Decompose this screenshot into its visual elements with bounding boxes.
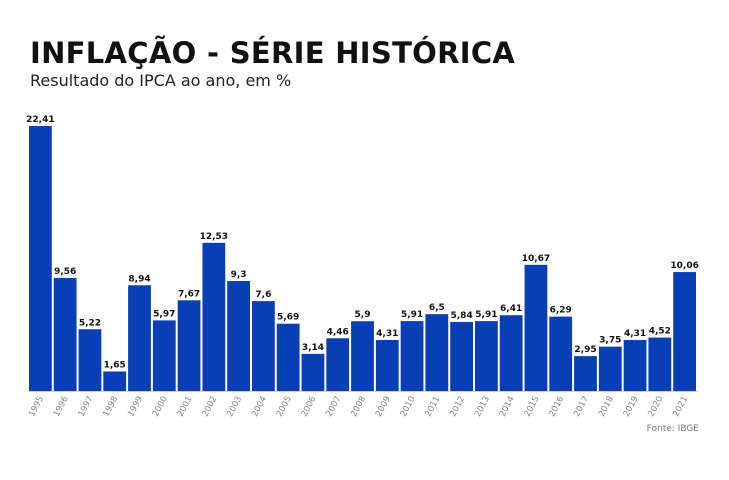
bar-2018 (598, 346, 622, 391)
bar-2007 (326, 338, 350, 391)
chart-title: INFLAÇÃO - SÉRIE HISTÓRICA (30, 36, 516, 70)
value-label-1996: 9,56 (54, 267, 76, 277)
x-tick-label-2015: 2015 (523, 395, 542, 419)
bar-2011 (425, 314, 449, 391)
bar-2017 (574, 356, 597, 391)
x-tick-label-2011: 2011 (423, 395, 442, 419)
value-label-2021: 10,06 (670, 261, 698, 271)
value-label-2007: 4,46 (327, 327, 349, 337)
bar-2003 (227, 281, 250, 391)
x-tick-label-2018: 2018 (597, 395, 616, 419)
value-label-2005: 5,69 (277, 313, 299, 323)
x-tick-label-2003: 2003 (225, 395, 244, 419)
bar-2001 (177, 300, 201, 391)
x-tick-label-2001: 2001 (176, 395, 195, 419)
value-label-2008: 5,9 (355, 310, 371, 320)
bar-2002 (202, 242, 226, 391)
value-label-2006: 3,14 (302, 343, 324, 353)
bar-1995 (29, 126, 52, 391)
x-tick-label-2005: 2005 (275, 395, 294, 419)
x-tick-label-2014: 2014 (498, 395, 517, 419)
value-label-2016: 6,29 (550, 306, 572, 316)
x-tick-label-2013: 2013 (473, 395, 492, 419)
value-label-2010: 5,91 (401, 310, 423, 320)
value-label-1997: 5,22 (79, 318, 101, 328)
x-tick-label-1996: 1996 (52, 395, 71, 419)
chart-subtitle: Resultado do IPCA ao ano, em % (30, 71, 292, 90)
x-tick-label-2021: 2021 (671, 395, 690, 419)
bars-group (29, 126, 696, 391)
value-label-2003: 9,3 (231, 270, 247, 280)
bar-1997 (78, 329, 102, 391)
bar-2021 (673, 272, 696, 391)
value-label-2015: 10,67 (522, 254, 550, 264)
source-note: Fonte: IBGE (646, 424, 699, 434)
bar-2004 (252, 301, 275, 391)
value-label-2017: 2,95 (574, 345, 596, 355)
value-label-2004: 7,6 (255, 290, 271, 300)
value-label-2014: 6,41 (500, 304, 522, 314)
bar-2008 (351, 321, 374, 391)
bar-2015 (524, 264, 548, 391)
value-label-1999: 8,94 (128, 274, 150, 284)
bar-2006 (301, 353, 325, 391)
bar-2005 (276, 323, 300, 391)
value-label-2019: 4,31 (624, 329, 646, 339)
x-tick-label-1997: 1997 (77, 395, 96, 419)
x-tick-label-2020: 2020 (646, 395, 665, 419)
bar-1998 (103, 371, 127, 391)
value-label-2018: 3,75 (599, 336, 621, 346)
x-tick-label-2019: 2019 (622, 395, 641, 419)
x-tick-label-2004: 2004 (250, 395, 269, 419)
value-label-1995: 22,41 (26, 115, 54, 125)
value-label-2012: 5,84 (451, 311, 473, 321)
bar-2013 (475, 321, 498, 391)
x-tick-label-2016: 2016 (547, 395, 566, 419)
bar-1996 (53, 277, 77, 391)
x-tick-label-2017: 2017 (572, 395, 591, 419)
x-tick-label-2007: 2007 (324, 395, 343, 419)
bar-2010 (400, 321, 424, 391)
x-tick-label-2006: 2006 (300, 395, 319, 419)
bar-1999 (128, 285, 151, 391)
bar-2019 (623, 340, 647, 391)
value-label-1998: 1,65 (104, 360, 126, 370)
bar-2020 (648, 337, 672, 391)
bar-2000 (152, 320, 176, 391)
bar-2014 (499, 315, 523, 391)
value-label-2013: 5,91 (475, 310, 497, 320)
x-tick-label-2000: 2000 (151, 395, 170, 419)
value-label-2000: 5,97 (153, 309, 175, 319)
value-label-2011: 6,5 (429, 303, 445, 313)
x-tick-label-2010: 2010 (399, 395, 418, 419)
x-tick-label-2012: 2012 (448, 395, 467, 419)
value-label-2009: 4,31 (376, 329, 398, 339)
x-tick-label-1998: 1998 (101, 395, 120, 419)
bar-2012 (450, 321, 473, 391)
value-label-2001: 7,67 (178, 289, 200, 299)
x-tick-labels-group: 1995 1996 1997 1998 1999 2000 2001 2002 2003 2004… (27, 395, 690, 419)
x-tick-label-2009: 2009 (374, 395, 393, 419)
value-labels-group: 22,41 9,56 5,22 1,65 8,94 5,977,67 12,53 9,3 7,6… (26, 115, 699, 370)
bar-2016 (549, 316, 573, 391)
value-label-2002: 12,53 (200, 232, 228, 242)
x-tick-label-2008: 2008 (349, 395, 368, 419)
value-label-2020: 4,52 (649, 327, 671, 337)
x-tick-label-2002: 2002 (200, 395, 219, 419)
bar-2009 (375, 340, 399, 391)
x-tick-label-1995: 1995 (27, 395, 46, 419)
x-tick-label-1999: 1999 (126, 395, 145, 419)
